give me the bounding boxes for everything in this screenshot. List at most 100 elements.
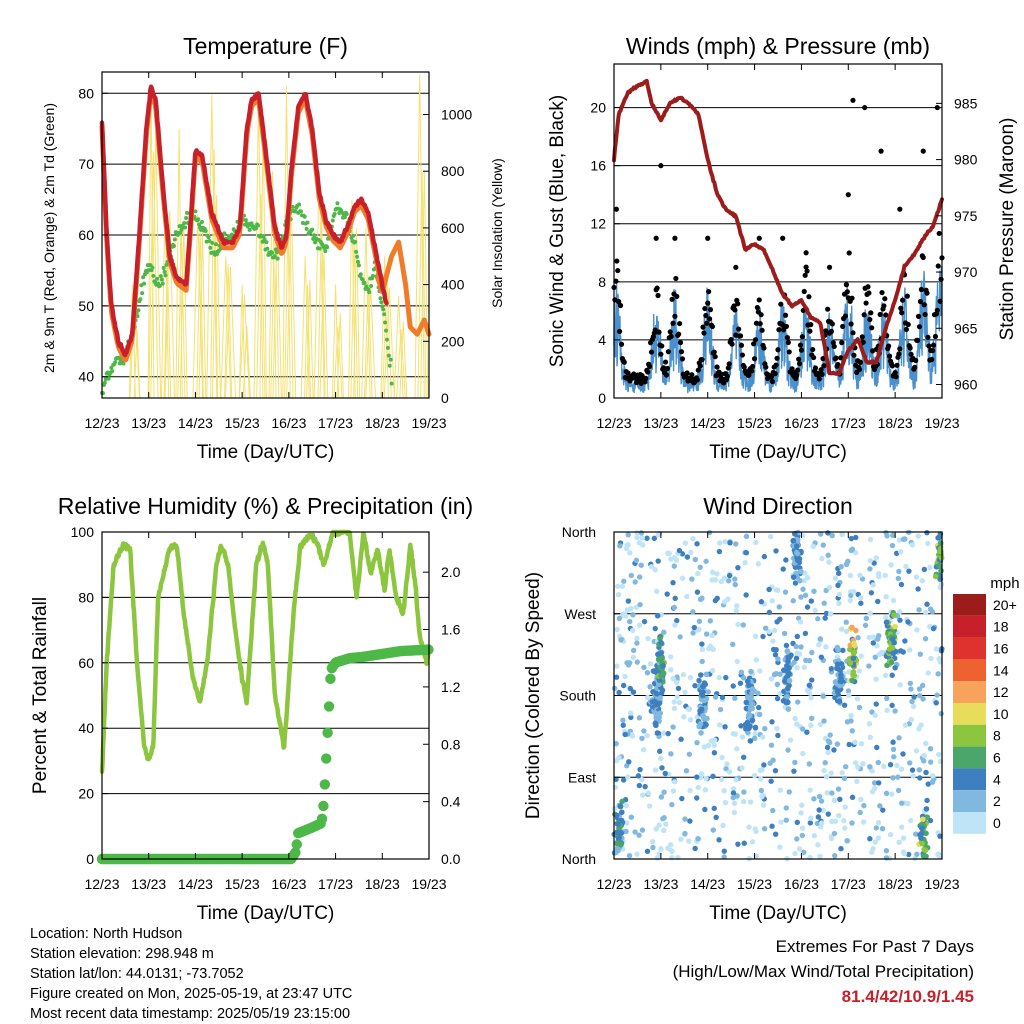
- direction-point: [903, 563, 909, 570]
- direction-point: [656, 714, 662, 721]
- direction-point: [838, 678, 845, 685]
- direction-point: [780, 667, 787, 673]
- y-tick-label: 8: [598, 274, 606, 290]
- direction-point: [716, 837, 722, 843]
- solar-spike: [313, 171, 325, 399]
- direction-point: [784, 648, 791, 655]
- direction-point: [730, 790, 737, 796]
- direction-point: [930, 625, 937, 632]
- dewpoint-point: [110, 369, 115, 374]
- direction-point: [636, 832, 642, 838]
- gust-point: [848, 321, 854, 327]
- solar-spike: [396, 329, 406, 399]
- direction-point: [798, 810, 804, 816]
- direction-point: [832, 575, 839, 581]
- direction-point: [836, 698, 843, 705]
- direction-point: [936, 562, 942, 569]
- series-gust: [611, 97, 945, 387]
- gust-point: [706, 316, 713, 322]
- direction-point: [875, 835, 882, 841]
- direction-point: [615, 583, 621, 590]
- direction-point: [846, 669, 852, 675]
- direction-point: [856, 704, 863, 711]
- y-tick-label: 40: [78, 369, 94, 385]
- direction-point: [792, 715, 798, 722]
- direction-point: [747, 799, 754, 805]
- direction-point: [827, 739, 833, 746]
- direction-point: [710, 773, 716, 779]
- gust-point: [677, 339, 684, 346]
- direction-point: [665, 730, 671, 737]
- gust-point: [778, 301, 784, 307]
- direction-point: [670, 675, 676, 682]
- direction-point: [883, 594, 889, 600]
- direction-point: [841, 818, 847, 824]
- direction-point: [868, 590, 875, 596]
- direction-point: [806, 761, 812, 767]
- direction-point: [614, 626, 620, 633]
- y-axis-label: 2m & 9m T (Red, Orange) & 2m Td (Green): [41, 103, 57, 373]
- x-tick-label: 19/23: [411, 415, 446, 431]
- direction-point: [808, 722, 814, 728]
- direction-point: [848, 592, 854, 599]
- direction-point: [883, 848, 890, 854]
- dewpoint-point: [344, 212, 349, 217]
- direction-point: [817, 853, 823, 859]
- direction-point: [816, 641, 822, 648]
- direction-point: [710, 646, 716, 653]
- y2-tick-label: 985: [954, 95, 978, 111]
- dewpoint-point: [243, 218, 248, 223]
- direction-point: [692, 682, 698, 689]
- direction-point: [742, 559, 748, 566]
- direction-point: [652, 567, 658, 573]
- direction-point: [698, 771, 705, 777]
- dewpoint-point: [387, 363, 392, 368]
- direction-point: [815, 814, 822, 820]
- direction-point: [921, 566, 928, 573]
- gust-point: [757, 321, 763, 327]
- direction-point: [908, 817, 914, 824]
- direction-point: [694, 774, 700, 780]
- direction-point: [777, 616, 783, 622]
- gust-point: [823, 328, 829, 334]
- direction-point: [849, 677, 856, 684]
- direction-point: [668, 654, 674, 660]
- direction-point: [716, 674, 722, 681]
- dewpoint-point: [121, 361, 126, 366]
- gust-point: [639, 372, 645, 379]
- panel-2: Winds (mph) & Pressure (mb) Time (Day/UTC…: [547, 33, 1018, 463]
- direction-point: [824, 744, 831, 751]
- y-tick-label: 70: [78, 156, 94, 172]
- direction-point: [657, 695, 663, 701]
- direction-point: [718, 578, 724, 585]
- direction-point: [838, 626, 845, 632]
- direction-point: [877, 803, 883, 809]
- solar-spike: [179, 220, 188, 399]
- direction-point: [793, 655, 800, 661]
- direction-point: [678, 836, 684, 842]
- direction-point: [892, 665, 898, 671]
- direction-point: [634, 851, 640, 857]
- direction-point: [838, 672, 844, 678]
- direction-point: [749, 717, 756, 724]
- gust-point: [782, 312, 789, 318]
- y2-tick-label: 200: [441, 333, 465, 349]
- direction-point: [821, 718, 827, 724]
- direction-point: [785, 706, 792, 712]
- direction-point: [650, 844, 656, 851]
- direction-point: [929, 609, 936, 615]
- direction-point: [852, 549, 859, 556]
- direction-point: [691, 624, 698, 631]
- gust-point: [877, 311, 883, 318]
- direction-point: [876, 633, 882, 639]
- gust-point: [842, 313, 849, 319]
- direction-point: [796, 846, 803, 852]
- direction-point: [646, 803, 653, 809]
- dewpoint-point: [138, 297, 143, 302]
- gust-point: [707, 307, 714, 313]
- direction-point: [872, 839, 878, 845]
- y2-tick-label: 0.0: [441, 851, 461, 867]
- direction-point: [828, 770, 834, 776]
- solar-spike: [238, 284, 246, 399]
- direction-point: [784, 663, 790, 669]
